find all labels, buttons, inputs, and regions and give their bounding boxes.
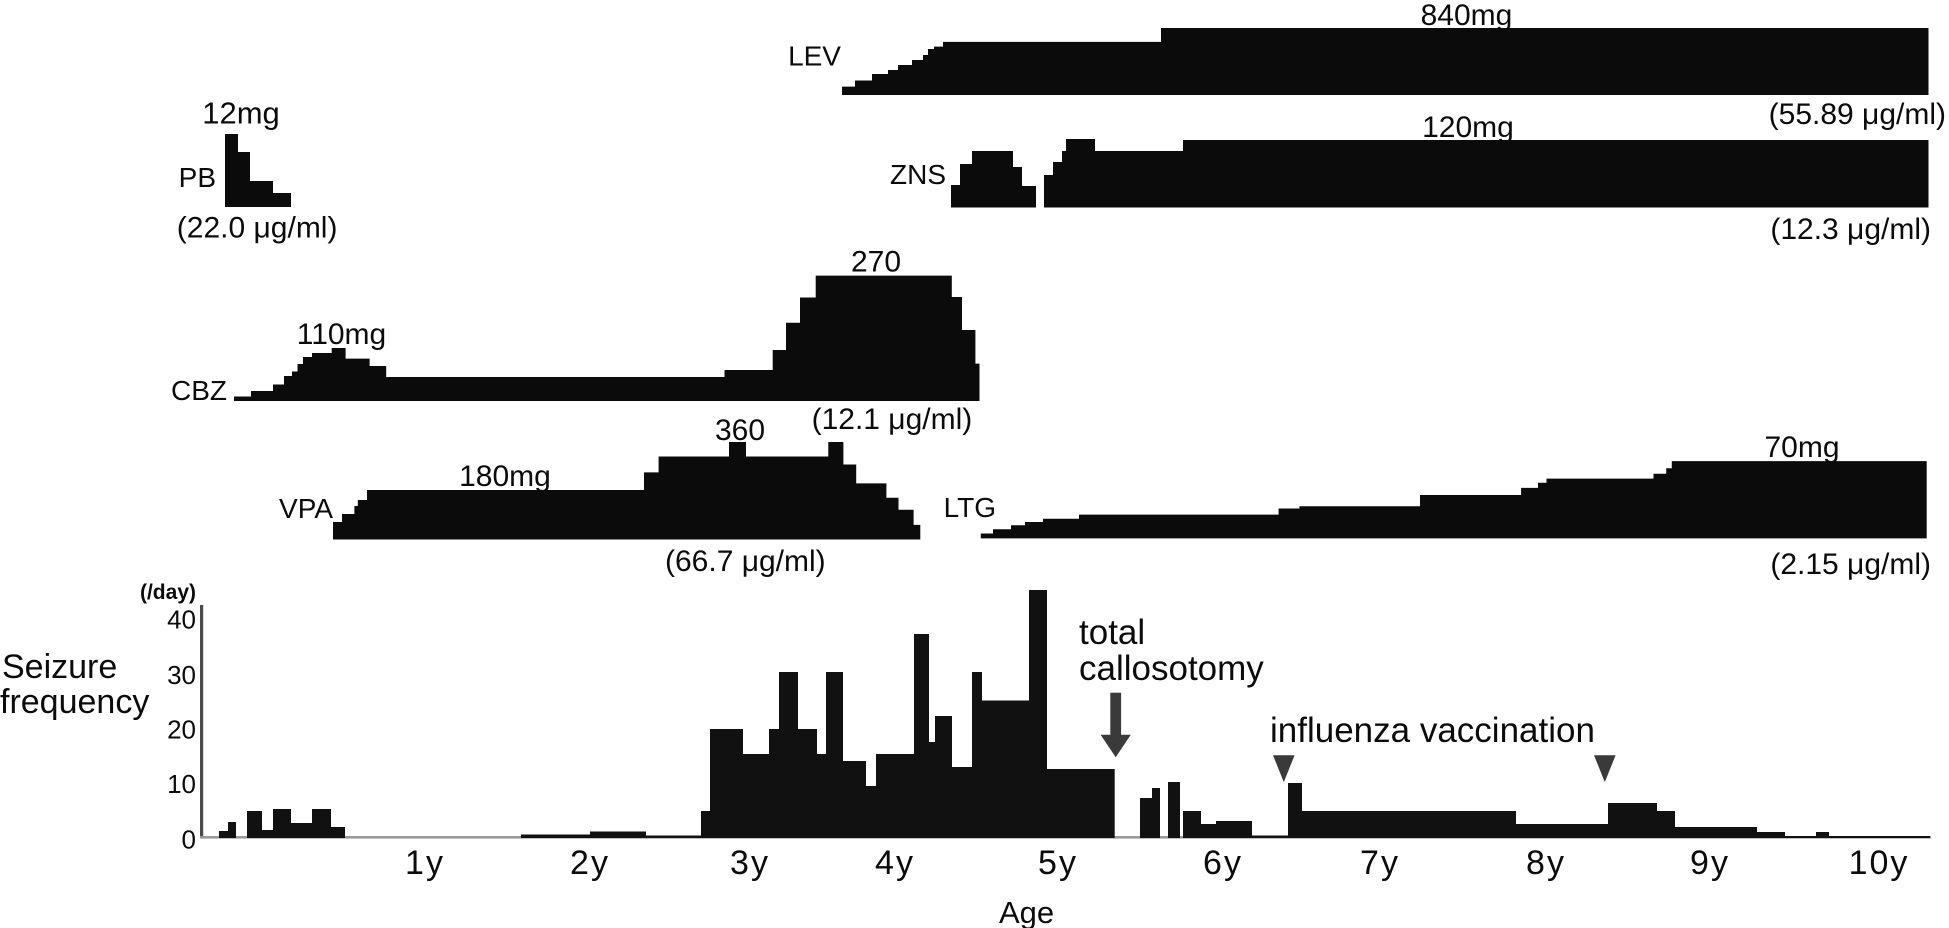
svg-text:40: 40: [167, 604, 196, 634]
svg-text:120mg: 120mg: [1422, 111, 1514, 144]
svg-text:LEV: LEV: [788, 41, 841, 72]
svg-text:360: 360: [715, 414, 765, 447]
svg-text:2y: 2y: [570, 844, 610, 882]
svg-text:20: 20: [167, 715, 196, 745]
svg-text:influenza vaccination: influenza vaccination: [1270, 711, 1595, 750]
svg-text:3y: 3y: [730, 844, 770, 882]
svg-text:CBZ: CBZ: [171, 375, 227, 406]
svg-text:(22.0 μg/ml): (22.0 μg/ml): [177, 212, 338, 245]
svg-text:4y: 4y: [875, 844, 915, 882]
svg-text:6y: 6y: [1203, 844, 1243, 882]
svg-text:7y: 7y: [1360, 844, 1400, 882]
svg-text:270: 270: [851, 246, 901, 279]
svg-text:70mg: 70mg: [1764, 431, 1839, 464]
svg-text:30: 30: [167, 660, 196, 690]
svg-text:PB: PB: [179, 162, 216, 193]
svg-text:(2.15 μg/ml): (2.15 μg/ml): [1770, 548, 1931, 581]
svg-text:(66.7 μg/ml): (66.7 μg/ml): [665, 545, 826, 578]
svg-text:180mg: 180mg: [459, 460, 551, 493]
svg-text:0: 0: [182, 825, 196, 855]
svg-text:12mg: 12mg: [202, 96, 280, 131]
svg-text:10y: 10y: [1849, 844, 1910, 882]
svg-text:110mg: 110mg: [297, 318, 387, 351]
svg-text:(12.1 μg/ml): (12.1 μg/ml): [812, 403, 973, 436]
svg-text:LTG: LTG: [944, 492, 996, 523]
svg-text:frequency: frequency: [0, 683, 149, 721]
svg-text:Age: Age: [999, 895, 1054, 928]
svg-text:10: 10: [167, 769, 196, 799]
svg-text:VPA: VPA: [279, 493, 333, 524]
svg-text:5y: 5y: [1038, 844, 1078, 882]
svg-text:ZNS: ZNS: [890, 159, 946, 190]
svg-text:callosotomy: callosotomy: [1079, 649, 1264, 688]
svg-text:840mg: 840mg: [1421, 0, 1513, 32]
svg-text:(/day): (/day): [140, 581, 196, 604]
svg-text:total: total: [1079, 613, 1145, 652]
svg-text:(55.89 μg/ml): (55.89 μg/ml): [1769, 98, 1946, 131]
svg-text:1y: 1y: [405, 844, 445, 882]
svg-text:Seizure: Seizure: [2, 648, 117, 686]
svg-text:(12.3 μg/ml): (12.3 μg/ml): [1770, 213, 1931, 246]
svg-text:9y: 9y: [1690, 844, 1730, 882]
svg-text:8y: 8y: [1526, 844, 1566, 882]
